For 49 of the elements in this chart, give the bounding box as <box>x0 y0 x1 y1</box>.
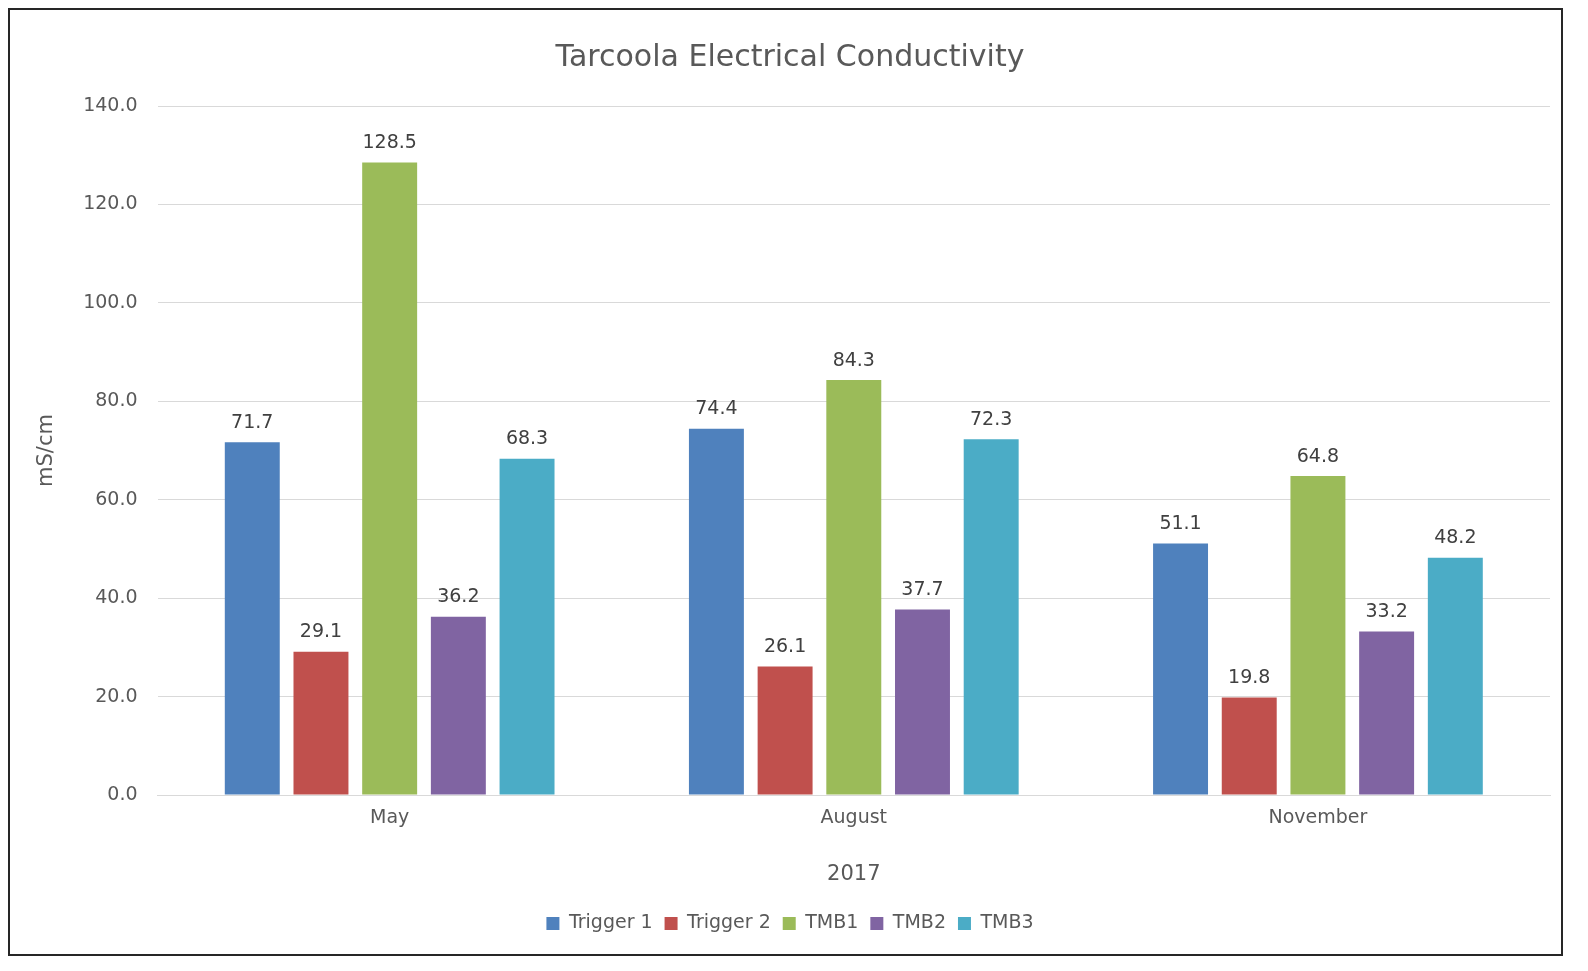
x-tick-label: November <box>1268 805 1368 828</box>
y-tick-label: 120.0 <box>83 191 138 214</box>
bar <box>430 616 486 795</box>
data-label: 128.5 <box>362 130 417 153</box>
chart-title: Tarcoola Electrical Conductivity <box>554 37 1025 73</box>
data-label: 33.2 <box>1365 599 1408 622</box>
bar <box>224 442 280 795</box>
y-tick-label: 40.0 <box>95 585 138 608</box>
data-label: 74.4 <box>695 396 738 419</box>
y-tick-label: 20.0 <box>95 683 138 706</box>
data-label: 68.3 <box>505 426 549 449</box>
x-tick-label: May <box>370 805 410 828</box>
x-axis-title: 2017 <box>827 860 881 885</box>
data-label: 84.3 <box>832 347 875 370</box>
data-label: 36.2 <box>437 584 480 607</box>
y-tick-label: 60.0 <box>95 486 138 509</box>
data-label: 71.7 <box>231 409 274 432</box>
data-label: 72.3 <box>970 406 1013 429</box>
bar <box>688 428 744 795</box>
legend-label: TMB1 <box>804 910 859 933</box>
bar <box>499 458 555 795</box>
bar <box>1359 631 1415 795</box>
x-tick-label: August <box>820 805 888 828</box>
y-tick-label: 140.0 <box>83 92 138 115</box>
y-tick-label: 100.0 <box>83 289 138 312</box>
data-label: 29.1 <box>299 619 343 642</box>
bar <box>362 162 418 795</box>
bar <box>895 609 950 795</box>
bar <box>293 651 349 795</box>
data-label: 19.8 <box>1228 664 1271 687</box>
legend-label: TMB2 <box>891 910 946 933</box>
bar <box>963 439 1019 795</box>
legend-label: Trigger 2 <box>686 910 771 933</box>
y-axis-title: mS/cm <box>33 414 58 487</box>
data-label: 37.7 <box>901 576 944 599</box>
data-label: 26.1 <box>763 633 807 656</box>
legend-label: Trigger 1 <box>567 910 653 933</box>
bar <box>1290 476 1346 795</box>
data-label: 51.1 <box>1159 510 1202 533</box>
data-label: 64.8 <box>1296 443 1340 466</box>
bar <box>1221 697 1277 795</box>
bar <box>757 666 813 795</box>
data-label: 48.2 <box>1434 525 1477 548</box>
legend-label: TMB3 <box>979 910 1034 933</box>
bar <box>826 380 882 795</box>
bar <box>1427 557 1483 795</box>
bar <box>1153 543 1209 795</box>
y-tick-label: 80.0 <box>95 388 138 411</box>
y-tick-label: 0.0 <box>107 781 138 804</box>
